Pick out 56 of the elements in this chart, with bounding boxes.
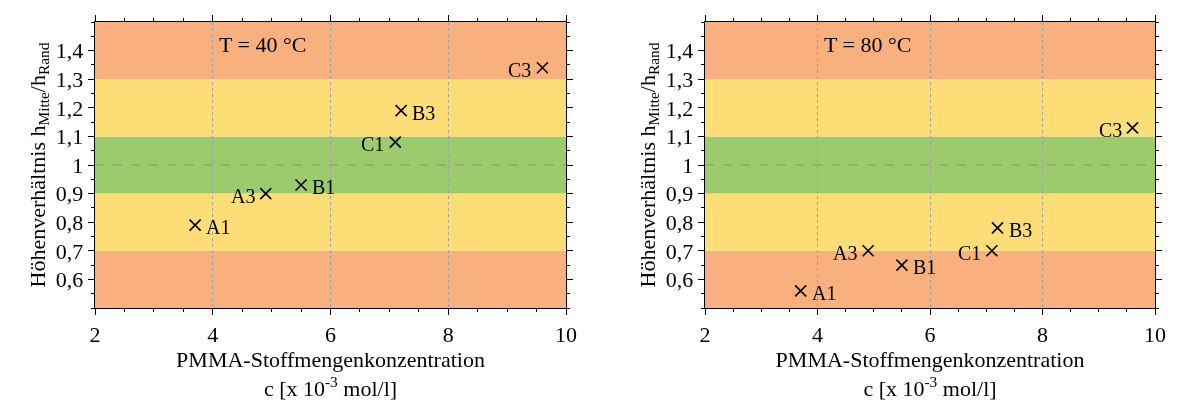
y-tick-label: 0,7 [55,238,84,264]
x-axis-title: PMMA-Stoffmengenkonzentration c [x 10$^{-3}$ mol/l] [775,347,1085,402]
point [985,244,999,258]
x-tick-label: 4 [812,321,823,347]
y-tick-label: 0,9 [55,181,84,207]
point [536,61,549,75]
point [861,244,875,258]
x-tick-label: 2 [89,321,101,347]
annotation: B1 [312,176,336,198]
x-tick-label: 8 [442,321,454,347]
annotation: A1 [206,216,231,238]
x-tick-label: 2 [699,321,711,347]
y-tick-label: 0,9 [665,181,694,207]
y-tick-label: 1,4 [665,38,694,64]
point [794,284,807,298]
point [991,221,1004,235]
annotation: A1 [812,282,837,304]
y-tick-label: 0,6 [55,267,84,293]
annotation: B1 [913,256,937,278]
y-tick-label: 0,8 [665,209,694,235]
x-tick-label: 8 [1037,321,1048,347]
y-tick-label: 1,1 [55,124,84,150]
y-tick-label: 1,3 [665,66,694,92]
y-tick-label: 1 [682,152,694,178]
point [1126,121,1139,135]
point [294,178,308,192]
y-tick-label: 1,3 [55,66,84,92]
x-tick-label: 10 [1144,321,1166,347]
annotation: C1 [958,242,982,264]
x-tick-label: 6 [325,321,336,347]
annotation: T = 80 °C [824,32,912,57]
y-tick-label: 0,6 [665,267,694,293]
annotation: B3 [412,102,436,124]
x-axis-title: PMMA-Stoffmengenkonzentration c [x 10$^{-3}$ mol/l] [176,347,485,402]
point [188,218,202,232]
y-tick-label: 1 [72,152,84,178]
y-tick-label: 1,4 [55,38,84,64]
x-tick-label: 4 [207,321,219,347]
y-tick-label: 0,8 [55,209,84,235]
y-tick-label: 0,7 [665,238,694,264]
y-tick-label: 1,1 [665,124,694,150]
point [259,187,273,200]
annotation: C1 [361,133,385,155]
x-tick-label: 10 [555,321,577,347]
point [895,258,909,272]
x-tick-label: 6 [924,321,936,347]
y-tick-label: 1,2 [665,95,694,121]
y-tick-label: 1,2 [55,95,84,121]
annotation: C3 [508,59,532,81]
annotation: B3 [1009,219,1033,241]
annotation: A3 [833,242,858,264]
point [388,135,402,149]
point [394,104,408,117]
annotation: C3 [1099,119,1123,141]
annotation: A3 [231,185,256,207]
annotation: T = 40 °C [219,32,307,57]
